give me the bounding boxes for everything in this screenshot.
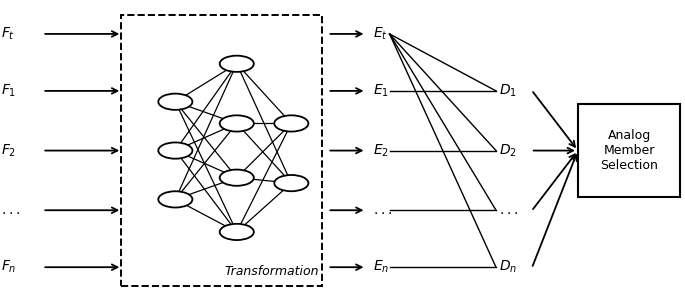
Ellipse shape <box>158 142 192 159</box>
Text: $...$: $...$ <box>373 203 393 217</box>
Text: Analog
Member
Selection: Analog Member Selection <box>600 129 658 172</box>
Text: $E_2$: $E_2$ <box>373 142 389 159</box>
Text: $E_1$: $E_1$ <box>373 83 389 99</box>
Ellipse shape <box>274 115 308 132</box>
FancyBboxPatch shape <box>578 105 680 197</box>
Text: Transformation: Transformation <box>224 265 319 278</box>
Text: $...$: $...$ <box>499 203 519 217</box>
Text: $F_2$: $F_2$ <box>1 142 16 159</box>
Text: $E_t$: $E_t$ <box>373 26 388 42</box>
Text: $D_1$: $D_1$ <box>499 83 517 99</box>
Text: $E_n$: $E_n$ <box>373 259 390 275</box>
Ellipse shape <box>158 94 192 110</box>
Ellipse shape <box>220 115 254 132</box>
Ellipse shape <box>158 191 192 207</box>
Ellipse shape <box>274 175 308 191</box>
FancyBboxPatch shape <box>121 15 322 286</box>
Text: $D_2$: $D_2$ <box>499 142 517 159</box>
Text: $...$: $...$ <box>1 203 21 217</box>
Text: $F_t$: $F_t$ <box>1 26 16 42</box>
Text: $D_n$: $D_n$ <box>499 259 518 275</box>
Text: $F_1$: $F_1$ <box>1 83 16 99</box>
Ellipse shape <box>220 170 254 186</box>
Text: $F_n$: $F_n$ <box>1 259 17 275</box>
Ellipse shape <box>220 56 254 72</box>
Ellipse shape <box>220 224 254 240</box>
